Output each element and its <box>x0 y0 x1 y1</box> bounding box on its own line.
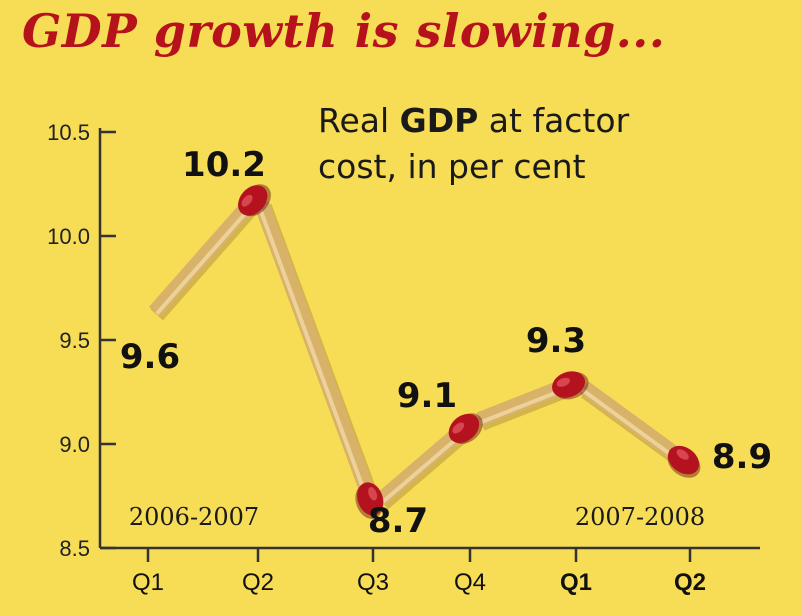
match-head <box>552 371 589 400</box>
matchstick-highlight <box>581 388 687 467</box>
x-tick-label: Q1 <box>560 569 592 596</box>
chart-axes: 8.5 9.0 9.5 10.0 10.5 Q1 Q2 Q3 Q4 Q1 Q2 <box>47 120 760 596</box>
period-label: 2006-2007 <box>129 503 259 531</box>
match-head <box>448 413 483 444</box>
data-label: 9.6 <box>120 337 180 377</box>
matchstick-highlight <box>155 198 260 316</box>
matchstick-heads <box>238 184 701 519</box>
x-tick-label: Q1 <box>132 569 164 596</box>
y-tick-label: 9.0 <box>59 432 90 457</box>
data-label: 9.3 <box>526 321 586 361</box>
data-label: 9.1 <box>397 376 457 416</box>
matchstick-segments <box>148 192 694 510</box>
x-tick-label: Q3 <box>357 569 389 596</box>
period-label: 2007-2008 <box>575 503 705 531</box>
chart-labels: 9.6 10.2 8.7 9.1 9.3 8.9 2006-2007 2007-2008 <box>120 145 772 541</box>
subtitle-line2: cost, in per cent <box>318 147 586 186</box>
subtitle-post: at factor <box>478 101 630 140</box>
data-label: 8.9 <box>712 437 772 477</box>
matchstick-highlight <box>256 204 371 505</box>
matchstick-segment <box>579 381 692 469</box>
subtitle-pre: Real <box>318 101 400 140</box>
x-tick-label: Q2 <box>242 569 274 596</box>
y-tick-label: 9.5 <box>59 328 90 353</box>
x-tick-label: Q4 <box>454 569 486 596</box>
chart-title: GDP growth is slowing... <box>22 4 666 58</box>
matchstick-segment <box>254 201 379 506</box>
match-head <box>238 184 271 217</box>
y-tick-label: 10.5 <box>47 120 90 145</box>
data-label: 8.7 <box>368 501 428 541</box>
matchstick-segment <box>148 192 261 317</box>
x-tick-label: Q2 <box>674 569 706 596</box>
subtitle-bold: GDP <box>399 101 479 140</box>
chart-subtitle: Real GDP at factor cost, in per cent <box>318 98 629 190</box>
match-head <box>355 482 384 519</box>
y-tick-label: 8.5 <box>59 536 90 561</box>
data-label: 10.2 <box>182 145 266 185</box>
y-tick-label: 10.0 <box>47 224 90 249</box>
match-head <box>667 445 701 478</box>
